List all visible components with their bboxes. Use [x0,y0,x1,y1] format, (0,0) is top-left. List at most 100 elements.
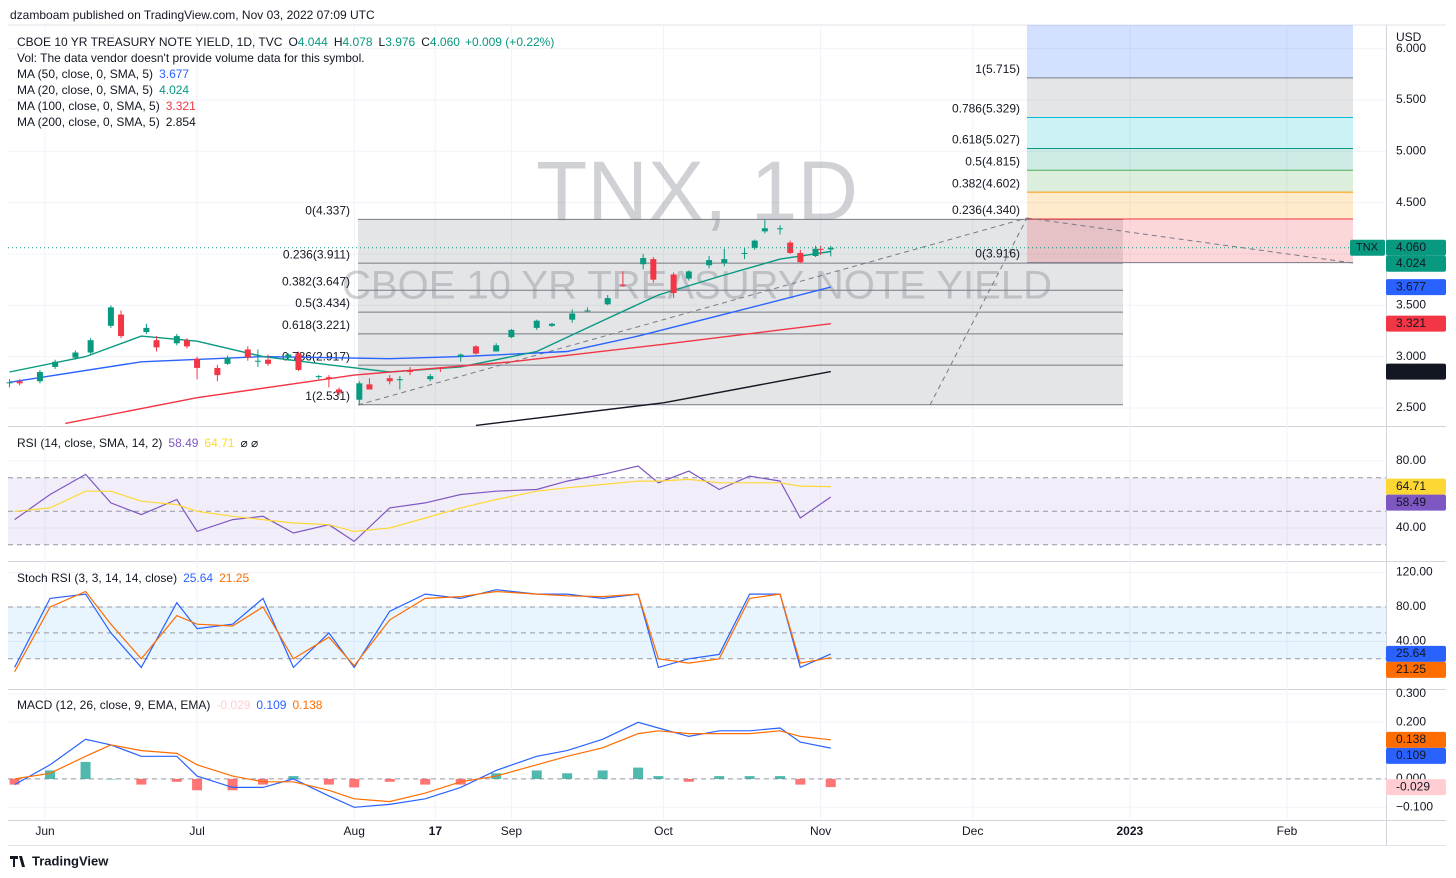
change: +0.009 (+0.22%) [465,35,554,49]
price-badge-label: 25.64 [1396,646,1426,660]
candle-body [386,378,393,382]
ma-value: 3.677 [159,67,189,81]
fib-band [1027,77,1353,118]
x-tick-label: Oct [654,824,673,838]
fib-band [1027,148,1353,171]
price-badge [1386,478,1446,495]
ma-value: 4.024 [159,83,189,97]
symbol-badge-label: TNX [1356,242,1379,254]
candle-body [87,340,94,353]
ohlc-key: H [334,35,343,49]
candle-body [472,346,479,354]
histogram-bar [192,778,203,791]
candle-body [741,252,748,254]
fib-label: 0.236(3.911) [283,247,350,261]
candle-body [244,349,251,358]
ohlc-value: 4.044 [298,35,328,49]
ma-legend: MA (100, close, 0, SMA, 5) 3.321 [17,99,196,113]
ohlc-key: O [288,35,297,49]
trend-line [1026,217,1354,264]
fib-label: 0.236(4.340) [952,203,1020,217]
candle-body [584,310,591,312]
x-tick-label: 17 [429,824,443,838]
fib-label: 0(4.337) [305,204,350,218]
y-tick-label: 5.500 [1396,92,1426,106]
candle-body [787,242,794,253]
candle-body [183,340,190,347]
price-badge-label: -0.029 [1396,779,1430,793]
price-badge [1386,645,1446,662]
histogram-bar [349,778,360,788]
price-badge [1386,279,1446,296]
price-badge [1386,494,1446,511]
watermark: TNX, 1D [536,144,858,238]
indicator-line [14,478,831,533]
candle-body [72,352,79,358]
histogram-bar [323,778,334,785]
candle-body [254,360,261,362]
x-tick-label: Sep [501,824,523,838]
candle-body [214,367,221,376]
candle-body [548,323,555,326]
indicator-value: 21.25 [219,571,249,585]
legend: CBOE 10 YR TREASURY NOTE YIELD, 1D, TVC O… [17,35,554,49]
ma-legend: MA (50, close, 0, SMA, 5) 3.677 [17,67,189,81]
candle-body [761,228,768,232]
price-badge-label: 3.321 [1396,316,1426,330]
histogram-bar [288,776,299,779]
price-badge-label: 0.138 [1396,732,1426,746]
y-tick-label: 80.00 [1396,599,1426,613]
histogram-bar [420,778,431,785]
candle-body [16,381,23,384]
candle-body [6,382,13,384]
y-tick-label: 40.00 [1396,634,1426,648]
fib-label: 0.786(2.917) [282,349,350,363]
indicator-line [14,721,831,808]
currency: USD [1396,30,1422,44]
ma-name: MA (50, close, 0, SMA, 5) [17,67,153,81]
candle-body [315,376,322,378]
y-tick-label: 40.00 [1396,520,1426,534]
histogram-bar [653,776,664,779]
y-tick-label: 2.500 [1396,400,1426,414]
candle-body [118,314,125,337]
candle-body [396,379,403,381]
fib-band [1027,170,1353,193]
y-tick-label: 3.000 [1396,349,1426,363]
moving-average [475,370,831,427]
candle-body [173,336,180,344]
candle-body [325,377,332,380]
trend-line [357,217,1028,406]
indicator-legend: MACD (12, 26, close, 9, EMA, EMA) -0.029 0… [17,698,323,712]
candle-body [336,389,343,393]
candle-body [533,320,540,328]
fib-label: 0.382(3.647) [282,274,350,288]
ma-value: 2.854 [166,115,196,129]
price-badge-label: 4.060 [1396,240,1426,254]
price-badge [1386,255,1446,272]
indicator-extra: ⌀ ⌀ [240,436,258,450]
fib-label: 0.618(3.221) [282,318,350,332]
x-tick-label: 2023 [1116,824,1143,838]
price-badge [1386,661,1446,678]
candle-body [406,369,413,373]
indicator-value: -0.029 [216,698,250,712]
ohlc-value: 3.976 [385,35,415,49]
histogram-bar [105,778,116,780]
fib-extension-top [1027,25,1353,78]
price-badge [1386,363,1446,380]
price-badge [1386,315,1446,332]
x-tick-label: Dec [962,824,983,838]
indicator-title: Stoch RSI (3, 3, 14, 14, close) [17,571,177,585]
fib-label: 0(3.916) [975,247,1020,261]
fib-label: 0.618(5.027) [952,133,1020,147]
histogram-bar [744,776,755,779]
candle-body [508,329,515,338]
candle-body [797,252,804,263]
price-badge [1386,779,1446,796]
price-badge [1386,731,1446,748]
ma-legend: MA (200, close, 0, SMA, 5) 2.854 [17,115,196,129]
candle-body [194,358,201,368]
price-badge-label: 3.677 [1396,279,1426,293]
y-tick-label: 120.00 [1396,565,1433,579]
